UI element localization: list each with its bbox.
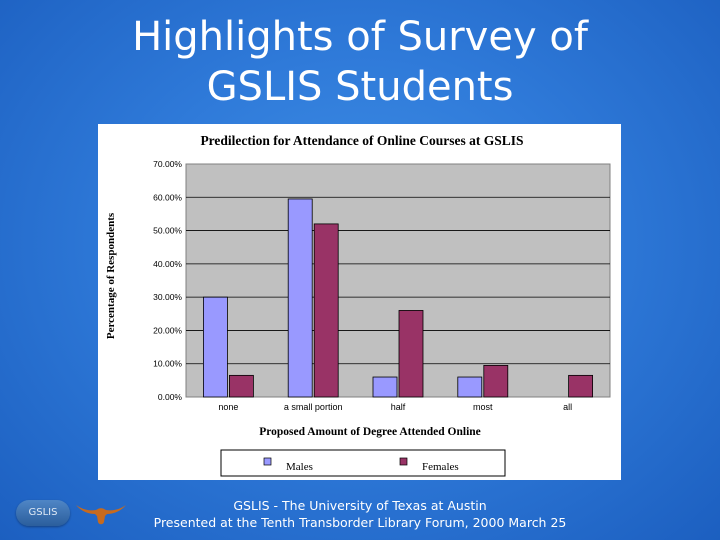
gridlines <box>186 196 610 365</box>
bar-females-1 <box>313 223 339 398</box>
x-tick-label: a small portion <box>284 402 343 412</box>
y-tick-label: 10.00% <box>153 359 182 369</box>
bars <box>203 198 594 398</box>
chart-panel: Predilection for Attendance of Online Co… <box>98 124 621 480</box>
bar-females-4 <box>568 374 594 398</box>
legend-swatch-females <box>399 457 408 466</box>
x-tick-label: none <box>218 402 238 412</box>
bar-males-1 <box>287 198 313 398</box>
footer-line-1: GSLIS - The University of Texas at Austi… <box>233 498 487 513</box>
bar-chart: Predilection for Attendance of Online Co… <box>105 133 611 477</box>
y-axis-label: Percentage of Respondents <box>105 212 117 339</box>
legend-label-males: Males <box>286 461 313 473</box>
slide-title: Highlights of Survey of GSLIS Students <box>0 12 720 112</box>
x-tick-labels: none a small portion half most all <box>218 402 572 412</box>
bar-females-2 <box>398 310 424 398</box>
y-tick-label: 70.00% <box>153 159 182 169</box>
bar-females-0 <box>228 374 254 398</box>
y-tick-label: 50.00% <box>153 226 182 236</box>
slide-title-line-2: GSLIS Students <box>206 64 514 110</box>
longhorn-icon <box>76 505 126 525</box>
gslis-logo: GSLIS <box>16 500 70 526</box>
footer-line-2: Presented at the Tenth Transborder Libra… <box>153 515 567 530</box>
bar-females-3 <box>483 364 509 398</box>
y-tick-label: 40.00% <box>153 259 182 269</box>
legend: Males Females <box>263 457 459 473</box>
x-tick-label: most <box>473 402 493 412</box>
y-tick-label: 20.00% <box>153 325 182 335</box>
legend-swatch-males <box>263 457 272 466</box>
y-tick-label: 0.00% <box>158 392 183 402</box>
bar-males-3 <box>457 376 483 398</box>
legend-label-females: Females <box>422 461 459 473</box>
bar-males-0 <box>203 296 228 398</box>
bar-males-2 <box>372 376 398 398</box>
x-tick-label: all <box>563 402 572 412</box>
y-tick-labels: 0.00% 10.00% 20.00% 30.00% 40.00% 50.00% 60.00… <box>153 159 182 402</box>
legend-box <box>220 449 506 477</box>
y-tick-label: 60.00% <box>153 192 182 202</box>
slide-footer: GSLIS - The University of Texas at Austi… <box>130 497 590 531</box>
chart-title: Predilection for Attendance of Online Co… <box>200 133 523 148</box>
x-axis-label: Proposed Amount of Degree Attended Onlin… <box>259 426 481 438</box>
y-tick-label: 30.00% <box>153 292 182 302</box>
plot-area <box>185 163 611 398</box>
slide-title-line-1: Highlights of Survey of <box>132 14 588 60</box>
x-tick-label: half <box>391 402 406 412</box>
